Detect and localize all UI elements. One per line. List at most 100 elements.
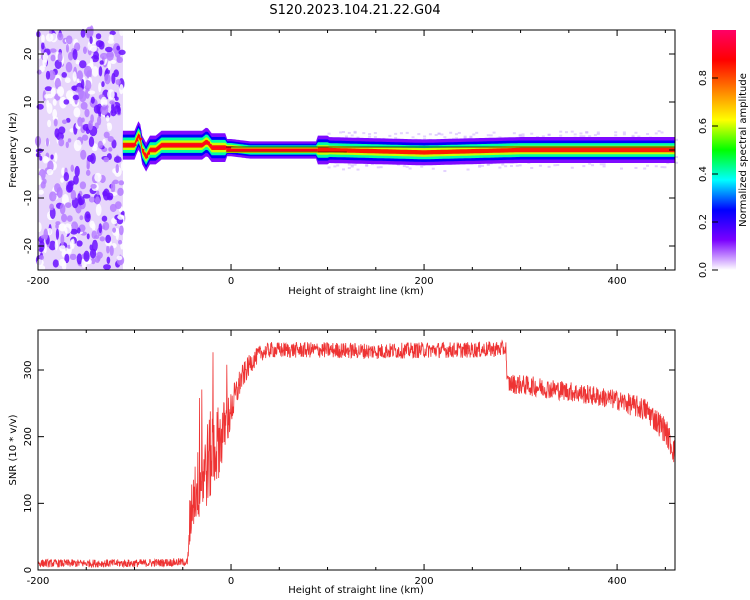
spectrum-halo [582,165,586,168]
noise-speckle [59,203,66,215]
noise-speckle [64,202,72,209]
noise-speckle [110,181,116,194]
spectrum-halo [342,131,346,134]
noise-speckle [72,94,80,101]
spectrum-halo [666,162,670,165]
noise-speckle [117,105,121,115]
spectrum-halo [347,131,351,134]
noise-speckle [67,138,72,143]
spectrum-halo [614,134,618,137]
noise-speckle [61,119,68,125]
spectrum-halo [478,165,482,168]
noise-speckle [91,230,97,240]
spectrum-peak [151,149,154,151]
spectrum-peak [153,149,156,151]
noise-speckle [107,135,114,142]
spectrum-peak [159,145,162,148]
spectrum-peak [134,144,137,147]
noise-speckle [80,78,85,91]
spectrum-halo [454,133,458,136]
noise-speckle [116,255,123,261]
noise-speckle [100,52,108,60]
noise-speckle [113,69,119,78]
noise-speckle [49,48,57,53]
noise-speckle [92,239,98,252]
noise-speckle [46,100,50,108]
noise-speckle [52,108,58,119]
spectrum-peak [184,144,187,147]
noise-speckle [72,48,78,61]
noise-speckle [56,86,65,97]
snr-frame [37,329,676,571]
noise-speckle [106,245,110,254]
spectrum-peak [140,137,143,140]
spectrum-halo [622,131,626,134]
noise-speckle [101,81,105,88]
spectrum-halo [538,164,542,167]
spectrum-halo [368,135,372,138]
spectrum-halo [547,165,551,168]
noise-speckle [118,49,126,56]
spectrum-halo [631,134,635,137]
snr-ytick-label: 300 [23,360,34,379]
noise-speckle [81,117,85,123]
spectrum-peak [223,146,226,149]
noise-speckle [72,85,78,91]
noise-speckle [108,147,113,152]
spectrum-halo [347,167,351,170]
spectrum-halo [660,131,664,134]
noise-speckle [95,33,102,40]
spectrum-halo [646,164,650,167]
spectrum-halo [498,136,502,139]
noise-speckle [105,234,112,244]
spectrum-halo [614,131,618,134]
noise-speckle [55,223,59,229]
noise-speckle [63,99,70,105]
spectrum-halo [518,134,522,137]
noise-speckle [64,77,71,84]
spectrum-peak [176,144,179,147]
noise-speckle [54,152,58,163]
noise-speckle [65,43,70,53]
spectrum-ridge-band [122,127,675,165]
noise-speckle [106,192,114,200]
noise-speckle [49,191,57,202]
noise-speckle [45,70,51,80]
spectrum-peak [157,147,160,150]
spectrum-halo [347,163,351,166]
spectrum-halo [570,166,574,169]
spectrum-peak [194,144,197,147]
spectrum-halo [469,135,473,138]
noise-speckle [106,50,114,61]
spectrum-peak [192,144,195,147]
spectrum-halo [582,135,586,138]
spectrum-peak [146,156,149,159]
spectrum-peak [196,144,199,147]
noise-speckle [117,214,125,220]
noise-speckle [38,247,44,253]
spectrum-peak [205,141,208,144]
spectrum-halo [492,131,496,134]
spectrum-halo [342,168,346,171]
noise-speckle [100,96,108,108]
noise-speckle [80,101,88,110]
spectrum-peak [213,146,216,149]
noise-speckle [111,139,117,149]
spectrum-peak [169,144,172,147]
spectrum-halo [463,135,467,138]
spectrum-halo [350,164,354,167]
noise-speckle [73,42,81,52]
spectrum-peak [175,144,178,147]
noise-speckle [49,203,55,211]
snr-axes: -200 0 200 400 0 100 200 300 [23,330,675,587]
spectrum-peak [167,144,170,147]
noise-speckle [70,164,75,172]
spectrum-halo [588,162,592,165]
noise-speckle [50,154,54,160]
noise-speckle [115,163,119,174]
spectrum-peak [178,144,181,147]
spectrum-halo [379,166,383,169]
spectrum-halo [353,163,357,166]
spectrum-halo [420,165,424,168]
snr-xtick-label: 200 [415,576,434,587]
